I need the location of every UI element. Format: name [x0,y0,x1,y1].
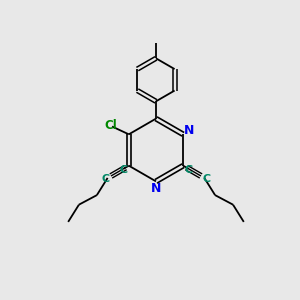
Text: C: C [184,166,193,176]
Text: N: N [151,182,161,195]
Text: Cl: Cl [104,119,117,132]
Text: C: C [102,173,110,184]
Text: N: N [184,124,194,137]
Text: C: C [202,173,210,184]
Text: C: C [119,166,128,176]
